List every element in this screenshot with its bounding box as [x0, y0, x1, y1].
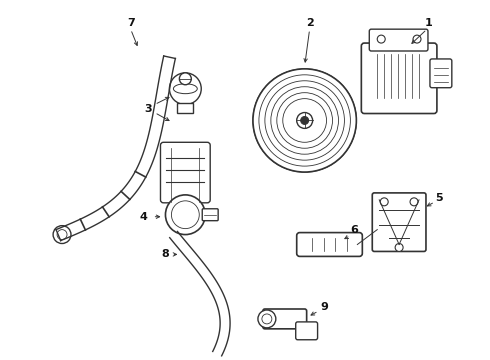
Ellipse shape: [173, 84, 197, 94]
FancyBboxPatch shape: [161, 142, 210, 203]
FancyBboxPatch shape: [263, 309, 307, 329]
Circle shape: [377, 35, 385, 43]
Circle shape: [253, 69, 356, 172]
FancyBboxPatch shape: [202, 209, 218, 221]
FancyBboxPatch shape: [372, 193, 426, 251]
Circle shape: [253, 69, 356, 172]
Text: 8: 8: [162, 249, 170, 260]
FancyBboxPatch shape: [297, 233, 362, 256]
Circle shape: [166, 195, 205, 235]
Circle shape: [297, 113, 313, 129]
Circle shape: [170, 73, 201, 105]
Circle shape: [301, 117, 309, 125]
Text: 6: 6: [350, 225, 358, 235]
Circle shape: [413, 35, 421, 43]
Circle shape: [395, 243, 403, 251]
FancyBboxPatch shape: [430, 59, 452, 88]
Text: 4: 4: [140, 212, 147, 222]
Circle shape: [53, 226, 71, 243]
Text: 3: 3: [145, 104, 152, 113]
FancyBboxPatch shape: [177, 103, 193, 113]
Text: 9: 9: [320, 302, 328, 312]
Text: 5: 5: [435, 193, 442, 203]
FancyBboxPatch shape: [369, 29, 428, 51]
Circle shape: [380, 198, 388, 206]
Text: 2: 2: [306, 18, 314, 28]
Circle shape: [258, 310, 276, 328]
FancyBboxPatch shape: [361, 43, 437, 113]
Circle shape: [179, 73, 191, 85]
Text: 1: 1: [425, 18, 433, 28]
Text: 7: 7: [127, 18, 135, 28]
Circle shape: [410, 198, 418, 206]
Circle shape: [172, 201, 199, 229]
FancyBboxPatch shape: [295, 322, 318, 340]
